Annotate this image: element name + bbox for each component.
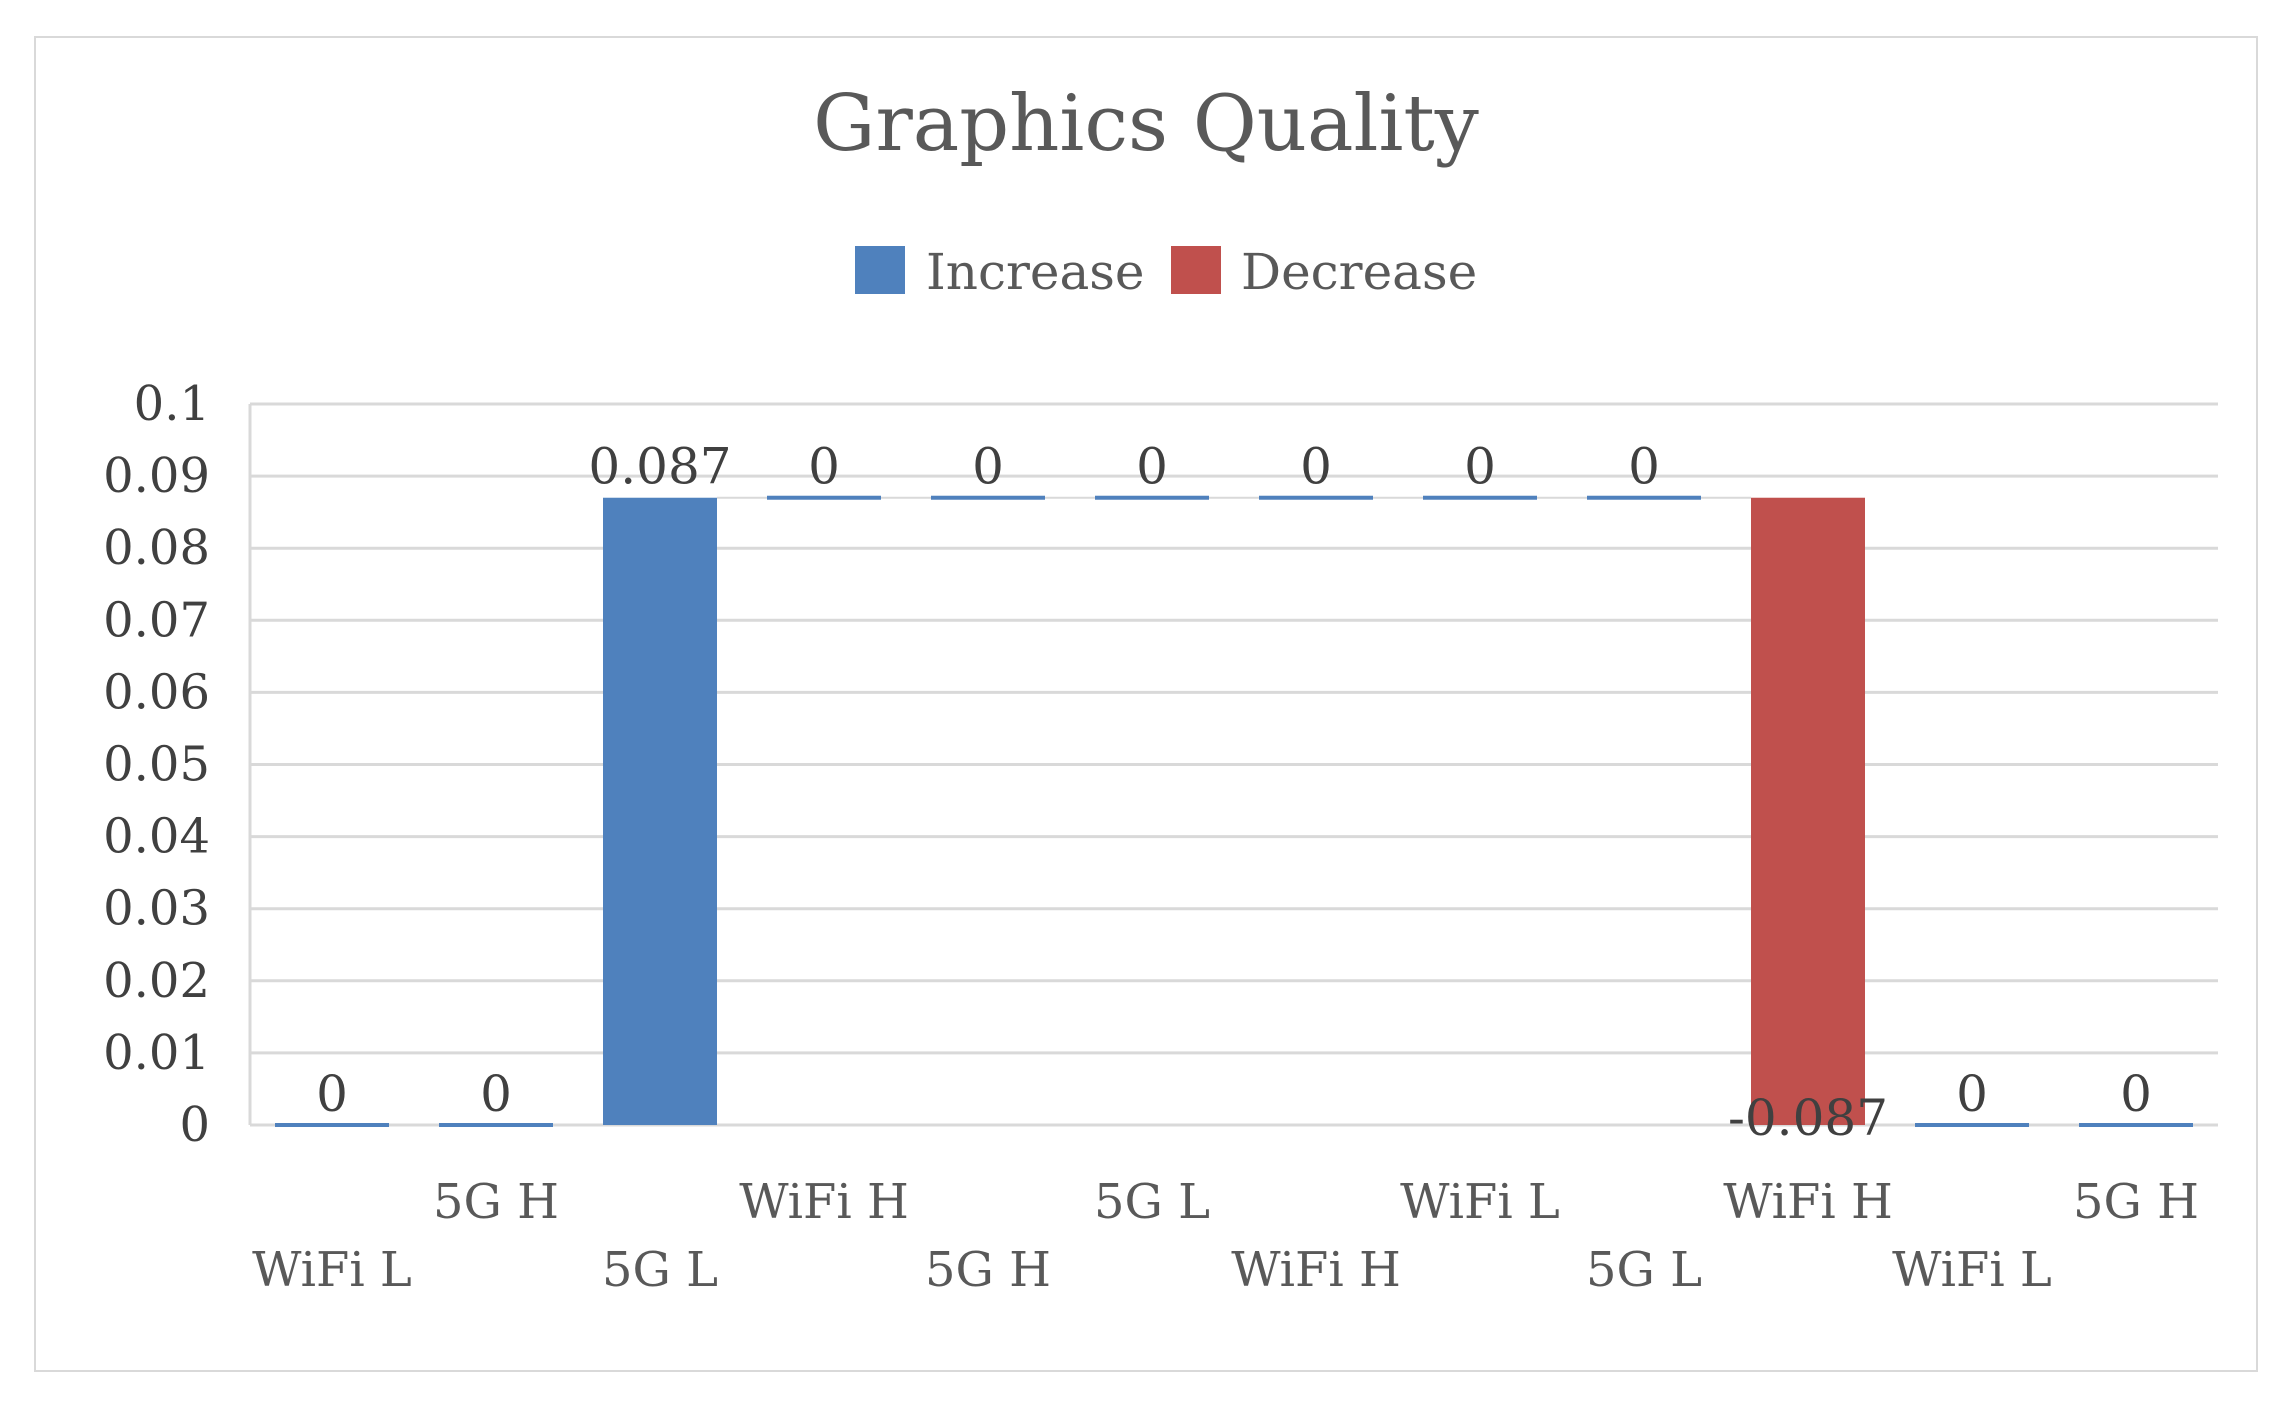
data-label: 0.087 [588,438,731,496]
y-tick-label: 0.09 [103,448,210,504]
bar-increase [1587,495,1701,500]
y-tick-label: 0.03 [103,881,210,937]
bar-increase [1915,1123,2029,1127]
legend-swatch-increase [855,246,905,294]
x-tick-label: WiFi L [1892,1242,2052,1298]
data-label: 0 [1628,438,1660,496]
bar-decrease [1751,497,1865,1126]
x-tick-label: 5G H [433,1174,559,1230]
bar-increase [1423,495,1537,500]
x-tick-label: 5G L [1094,1174,1210,1230]
data-label: 0 [2120,1065,2152,1123]
x-tick-label: WiFi H [1231,1242,1401,1298]
bar-increase [931,495,1045,500]
data-label: 0 [316,1065,348,1123]
legend-swatch-decrease [1171,246,1221,294]
x-tick-label: WiFi H [1723,1174,1893,1230]
bar-increase [275,1123,389,1127]
chart-frame [34,36,2258,1372]
bar-increase [1095,495,1209,500]
legend-label-decrease: Decrease [1241,243,1477,301]
data-label: 0 [1956,1065,1988,1123]
y-tick-label: 0.07 [103,592,210,648]
y-tick-label: 0.02 [103,953,210,1009]
data-label: 0 [1464,438,1496,496]
bar-increase [2079,1123,2193,1127]
y-axis-ticks: 0.1 0.09 0.08 0.07 0.06 0.05 0.04 0.03 0.02 0.01 0 [103,376,210,1153]
bar-increase [603,497,717,1126]
y-tick-label: 0.08 [103,520,210,576]
data-label: 0 [972,438,1004,496]
y-tick-label: 0.05 [103,737,210,793]
y-tick-label: 0.1 [134,376,210,432]
x-axis-ticks: WiFi L 5G H 5G L WiFi H 5G H 5G L WiFi H WiFi L… [252,1174,2199,1298]
x-tick-label: 5G H [925,1242,1051,1298]
x-tick-label: WiFi L [252,1242,412,1298]
data-label: 0 [1136,438,1168,496]
legend: Increase Decrease [855,243,1477,301]
x-tick-label: 5G L [602,1242,718,1298]
y-tick-label: 0.01 [103,1025,210,1081]
bar-increase [767,495,881,500]
x-tick-label: 5G H [2073,1174,2199,1230]
bar-increase [439,1123,553,1127]
data-label: -0.087 [1728,1089,1888,1147]
bars [275,495,2193,1127]
data-labels: 0 0 0.087 0 0 0 0 0 0 -0.087 0 0 [316,438,2152,1147]
legend-label-increase: Increase [926,243,1145,301]
y-tick-label: 0.04 [103,809,210,865]
gridlines [248,402,2218,1127]
data-label: 0 [480,1065,512,1123]
x-tick-label: WiFi L [1400,1174,1560,1230]
data-label: 0 [808,438,840,496]
y-tick-label: 0.06 [103,664,210,720]
x-tick-label: 5G L [1586,1242,1702,1298]
bar-increase [1259,495,1373,500]
y-tick-label: 0 [179,1097,210,1153]
data-label: 0 [1300,438,1332,496]
x-tick-label: WiFi H [739,1174,909,1230]
chart-title: Graphics Quality [813,79,1479,169]
